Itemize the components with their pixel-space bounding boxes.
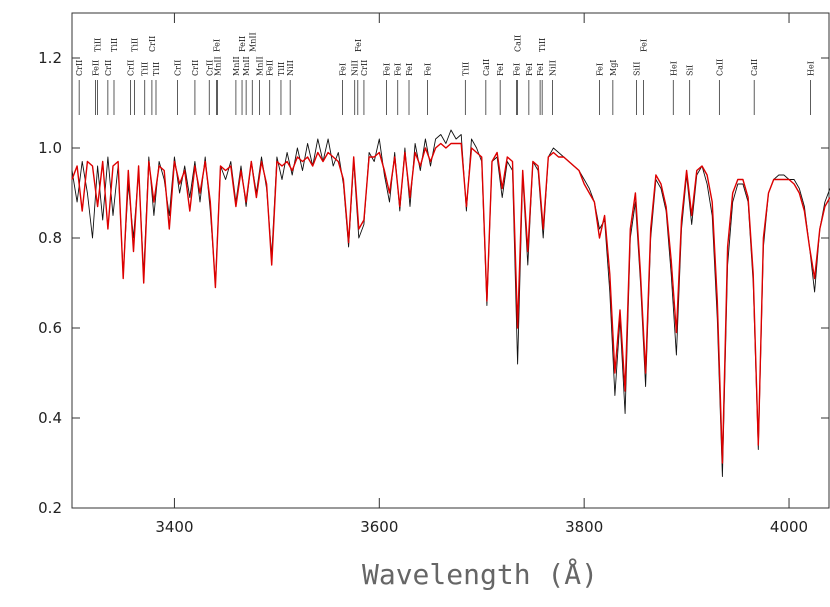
line-label: HeI: [669, 61, 678, 76]
x-tick-label: 3800: [565, 518, 603, 536]
y-tick-label: 1.0: [38, 139, 62, 157]
line-label: FeII: [238, 36, 247, 52]
line-label: CrII: [104, 60, 113, 76]
line-label: NiII: [286, 60, 295, 76]
x-tick-label: 4000: [770, 518, 808, 536]
line-label: FeI: [423, 63, 432, 76]
line-label: MgI: [609, 60, 618, 76]
line-label: HeI: [807, 61, 816, 76]
line-label: TiII: [152, 62, 161, 76]
spectrum-line: [71, 142, 830, 464]
line-label: TiII: [461, 62, 470, 76]
line-label: TiII: [538, 38, 547, 52]
line-label: MnII: [232, 56, 241, 76]
line-label: FeI: [382, 63, 391, 76]
line-label: FeI: [640, 39, 649, 52]
line-label: CaII: [715, 59, 724, 76]
line-label: CrII: [360, 60, 369, 76]
line-label: CrII: [191, 60, 200, 76]
line-label: FeII: [266, 60, 275, 76]
y-tick-label: 0.6: [38, 319, 62, 337]
line-label: FeI: [496, 63, 505, 76]
x-tick-label: 3400: [155, 518, 193, 536]
spectrum-line: [71, 129, 830, 477]
line-label: TiII: [277, 62, 286, 76]
y-tick-label: 0.8: [38, 229, 62, 247]
line-label: NiII: [548, 60, 557, 76]
line-label: CaII: [514, 35, 523, 52]
line-label: TiII: [130, 38, 139, 52]
line-label: SiI: [686, 65, 695, 76]
line-label: MnII: [242, 56, 251, 76]
x-axis-label: Wavelength (Å): [362, 557, 598, 591]
y-tick-label: 0.4: [38, 409, 62, 427]
line-label: FeI: [513, 63, 522, 76]
line-label: FeI: [536, 63, 545, 76]
line-label: TiII: [141, 62, 150, 76]
y-tick-label: 0.2: [38, 499, 62, 517]
line-label: FeI: [394, 63, 403, 76]
y-tick-label: 1.2: [38, 49, 62, 67]
line-label: CrII: [75, 60, 84, 76]
line-label: MnII: [213, 56, 222, 76]
plot-frame: [71, 12, 830, 509]
line-label: CrII: [148, 36, 157, 52]
line-label: CaII: [482, 59, 491, 76]
line-label: FeI: [354, 39, 363, 52]
line-label: MnII: [255, 56, 264, 76]
line-label: CrII: [205, 60, 214, 76]
line-label: CrII: [174, 60, 183, 76]
line-label: TiII: [94, 38, 103, 52]
line-label: FeII: [92, 60, 101, 76]
line-label: MnII: [248, 32, 257, 52]
line-label: FeI: [212, 39, 221, 52]
line-label: FeI: [405, 63, 414, 76]
line-label: FeI: [596, 63, 605, 76]
line-label: CaII: [750, 59, 759, 76]
x-tick-label: 3600: [360, 518, 398, 536]
line-label: NiII: [351, 60, 360, 76]
line-label: CrII: [126, 60, 135, 76]
line-label: TiII: [110, 38, 119, 52]
line-label: SiII: [632, 62, 641, 76]
line-label: FeI: [338, 63, 347, 76]
line-label: FeI: [525, 63, 534, 76]
